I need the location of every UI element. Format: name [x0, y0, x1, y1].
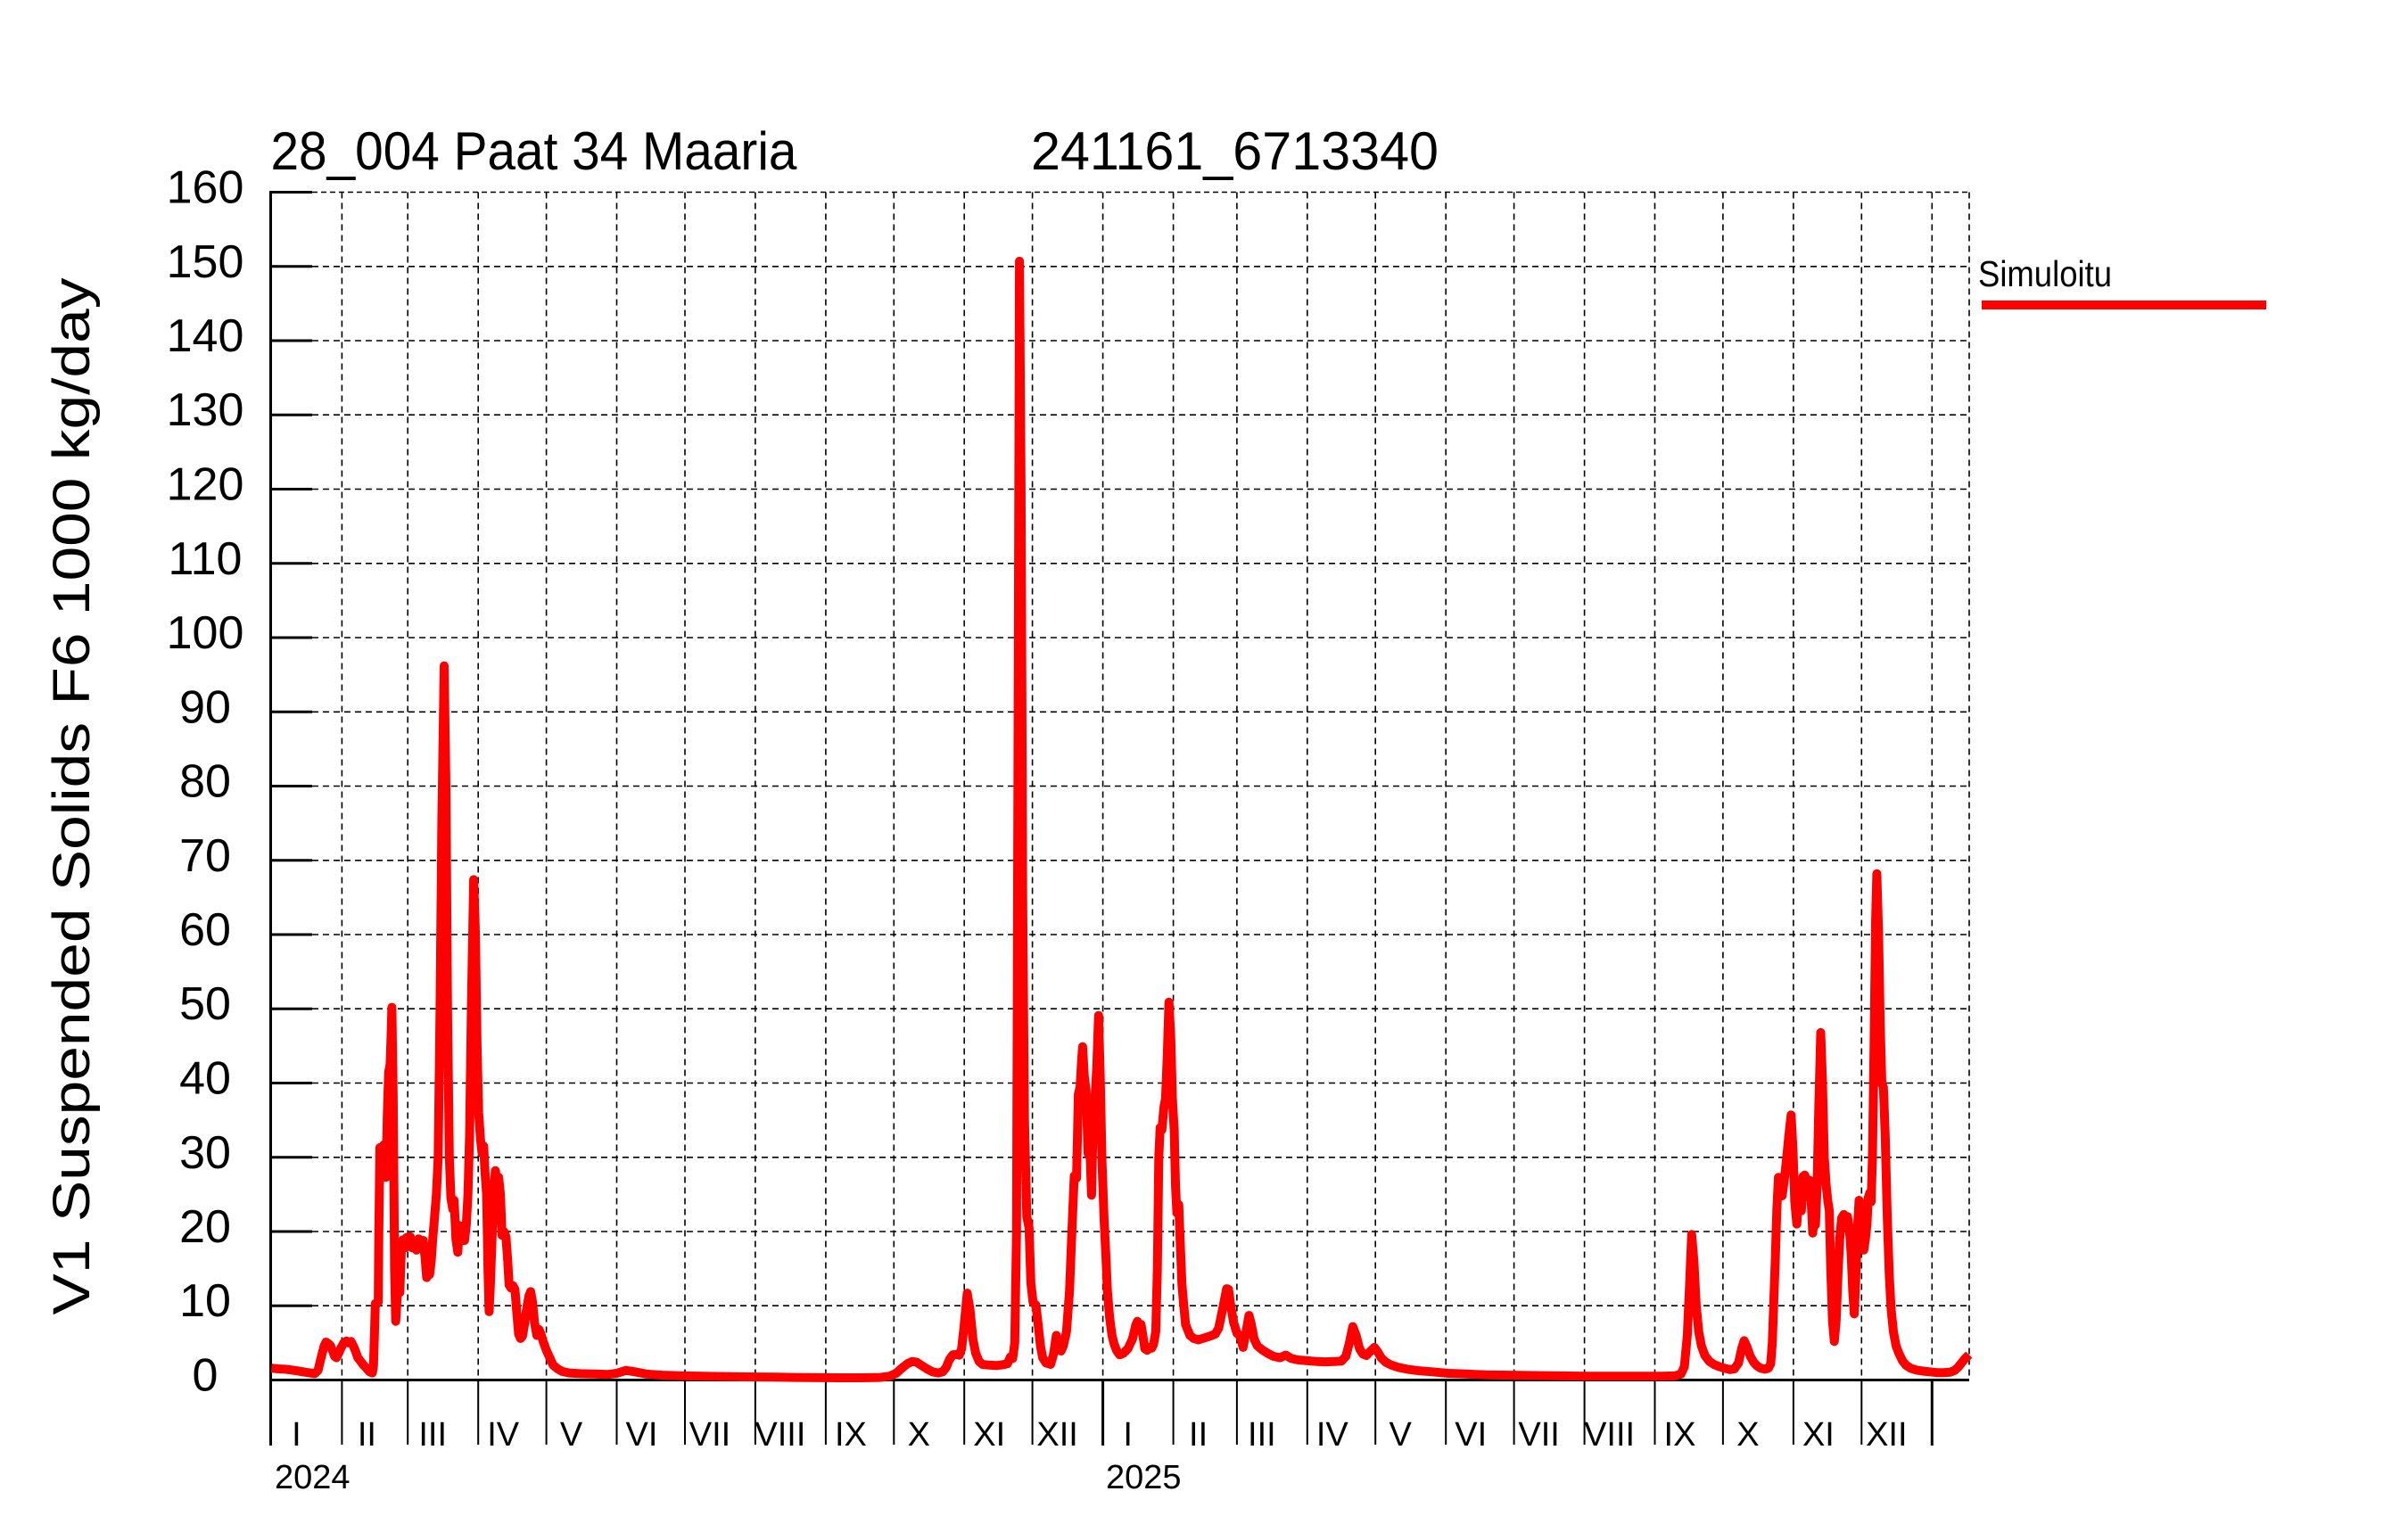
svg-text:10: 10 [179, 1275, 231, 1327]
svg-text:160: 160 [167, 162, 244, 214]
svg-text:80: 80 [179, 756, 231, 808]
svg-text:70: 70 [179, 830, 231, 882]
svg-text:X: X [908, 1416, 930, 1454]
svg-text:150: 150 [167, 236, 244, 288]
svg-text:V: V [1390, 1416, 1413, 1454]
svg-text:2024: 2024 [275, 1459, 350, 1496]
svg-text:20: 20 [179, 1201, 231, 1253]
svg-text:VI: VI [626, 1416, 658, 1454]
svg-text:0: 0 [193, 1350, 219, 1402]
svg-text:II: II [358, 1416, 376, 1454]
svg-text:Simuloitu: Simuloitu [1978, 253, 2112, 294]
svg-text:110: 110 [169, 533, 243, 585]
svg-text:IV: IV [487, 1416, 520, 1454]
svg-text:130: 130 [167, 384, 244, 436]
svg-text:I: I [1123, 1416, 1133, 1454]
svg-text:IX: IX [835, 1416, 867, 1454]
svg-text:I: I [292, 1416, 301, 1454]
svg-text:XII: XII [1866, 1416, 1907, 1454]
svg-text:VII: VII [689, 1416, 730, 1454]
svg-text:II: II [1189, 1416, 1208, 1454]
svg-text:120: 120 [167, 459, 244, 511]
svg-text:IV: IV [1316, 1416, 1349, 1454]
svg-text:V: V [560, 1416, 583, 1454]
svg-text:VI: VI [1455, 1416, 1487, 1454]
svg-text:VIII: VIII [1584, 1416, 1635, 1454]
svg-text:30: 30 [179, 1127, 231, 1179]
svg-text:241161_6713340: 241161_6713340 [1031, 121, 1439, 181]
svg-text:40: 40 [179, 1053, 231, 1105]
svg-text:60: 60 [179, 904, 231, 956]
svg-text:90: 90 [179, 681, 231, 733]
svg-text:XI: XI [1802, 1416, 1835, 1454]
svg-text:VIII: VIII [755, 1416, 805, 1454]
svg-text:X: X [1736, 1416, 1759, 1454]
svg-text:III: III [418, 1416, 447, 1454]
svg-text:XI: XI [973, 1416, 1005, 1454]
svg-text:140: 140 [167, 310, 244, 362]
svg-text:XII: XII [1036, 1416, 1077, 1454]
svg-text:50: 50 [179, 978, 231, 1030]
svg-text:IX: IX [1664, 1416, 1696, 1454]
svg-text:2025: 2025 [1106, 1459, 1182, 1496]
svg-text:V1 Suspended Solids F6 1000 kg: V1 Suspended Solids F6 1000 kg/day [43, 278, 101, 1315]
svg-text:100: 100 [167, 607, 244, 659]
svg-text:28_004 Paat 34 Maaria: 28_004 Paat 34 Maaria [271, 121, 798, 181]
svg-text:III: III [1248, 1416, 1276, 1454]
svg-text:VII: VII [1518, 1416, 1559, 1454]
